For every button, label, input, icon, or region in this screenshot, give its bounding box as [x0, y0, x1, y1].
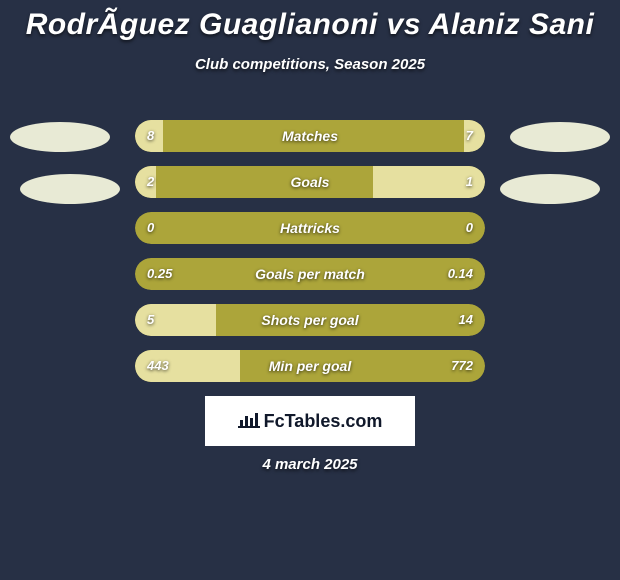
page-title: RodrÃ­guez Guaglianoni vs Alaniz Sani — [0, 0, 620, 42]
stat-label: Goals per match — [135, 258, 485, 290]
stat-value-right: 7 — [466, 120, 473, 152]
stat-row-goals-per-match: 0.25 Goals per match 0.14 — [135, 258, 485, 290]
stats-container: 8 Matches 7 2 Goals 1 0 Hattricks 0 0.25… — [135, 120, 485, 396]
player-right-avatar-2 — [500, 174, 600, 204]
stat-row-min-per-goal: 443 Min per goal 772 — [135, 350, 485, 382]
date-label: 4 march 2025 — [0, 456, 620, 473]
stat-value-right: 0 — [466, 212, 473, 244]
stat-row-shots-per-goal: 5 Shots per goal 14 — [135, 304, 485, 336]
logo-text: FcTables.com — [264, 411, 383, 432]
stat-label: Min per goal — [135, 350, 485, 382]
player-left-avatar-1 — [10, 122, 110, 152]
stat-label: Shots per goal — [135, 304, 485, 336]
player-right-avatar-1 — [510, 122, 610, 152]
stat-value-right: 1 — [466, 166, 473, 198]
stat-value-right: 14 — [459, 304, 473, 336]
stat-label: Hattricks — [135, 212, 485, 244]
stat-value-right: 772 — [451, 350, 473, 382]
stat-label: Matches — [135, 120, 485, 152]
stat-row-goals: 2 Goals 1 — [135, 166, 485, 198]
stat-value-right: 0.14 — [448, 258, 473, 290]
logo-chart-icon — [238, 410, 260, 433]
stat-row-hattricks: 0 Hattricks 0 — [135, 212, 485, 244]
stat-label: Goals — [135, 166, 485, 198]
stat-row-matches: 8 Matches 7 — [135, 120, 485, 152]
page-root: RodrÃ­guez Guaglianoni vs Alaniz Sani Cl… — [0, 0, 620, 580]
subtitle: Club competitions, Season 2025 — [0, 56, 620, 73]
logo-box: FcTables.com — [205, 396, 415, 446]
player-left-avatar-2 — [20, 174, 120, 204]
